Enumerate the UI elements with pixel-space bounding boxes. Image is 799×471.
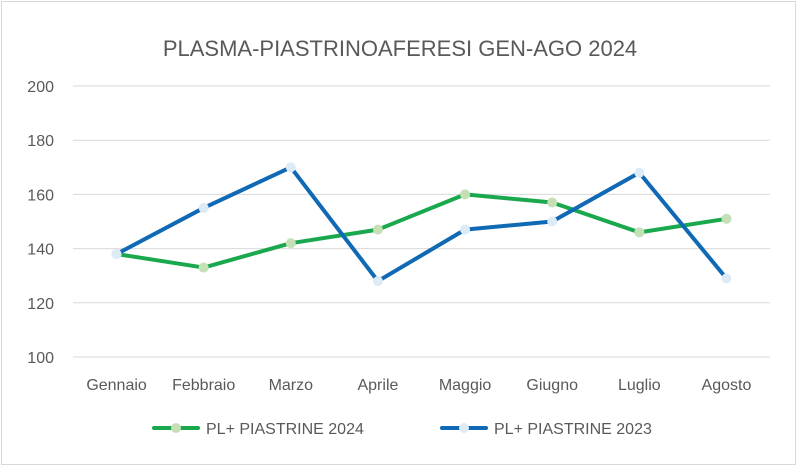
legend: PL+ PIASTRINE 2024 PL+ PIASTRINE 2023 [152,421,652,438]
data-point [721,213,732,224]
legend-item-1: PL+ PIASTRINE 2024 [152,421,364,438]
data-point [634,167,645,178]
series-1 [111,189,732,273]
data-point [547,216,558,227]
y-tick-label: 200 [27,79,54,96]
chart-title: PLASMA-PIASTRINOAFERESI GEN-AGO 2024 [163,36,637,61]
data-point [111,249,122,260]
x-tick-label: Aprile [357,377,398,394]
x-tick-label: Febbraio [172,377,235,394]
data-point [372,276,383,287]
legend-label: PL+ PIASTRINE 2024 [206,421,364,438]
data-point [460,189,471,200]
x-tick-label: Gennaio [86,377,147,394]
y-tick-label: 120 [27,296,54,313]
data-point [634,227,645,238]
x-tick-label: Marzo [269,377,314,394]
x-tick-label: Giugno [526,377,578,394]
x-tick-label: Maggio [439,377,492,394]
legend-swatch-marker [459,423,469,433]
data-point [372,224,383,235]
legend-item-2: PL+ PIASTRINE 2023 [440,421,652,438]
grid-lines [73,85,770,358]
data-point [198,262,209,273]
y-tick-label: 160 [27,187,54,204]
y-tick-label: 100 [27,350,54,367]
x-tick-label: Agosto [702,377,752,394]
data-point [285,162,296,173]
legend-label: PL+ PIASTRINE 2023 [494,421,652,438]
series-layer [111,162,732,287]
y-tick-label: 140 [27,242,54,259]
x-axis: Gennaio Febbraio Marzo Aprile Maggio Giugno Lu… [86,377,751,394]
series-2 [111,162,732,287]
y-axis: 100 120 140 160 180 200 [27,79,54,367]
y-tick-label: 180 [27,133,54,150]
data-point [721,273,732,284]
x-tick-label: Luglio [618,377,661,394]
data-point [285,238,296,249]
data-point [198,202,209,213]
series-line-1 [114,192,729,270]
series-line-2 [114,165,729,284]
data-point [460,224,471,235]
data-point [547,197,558,208]
legend-swatch-marker [171,423,181,433]
